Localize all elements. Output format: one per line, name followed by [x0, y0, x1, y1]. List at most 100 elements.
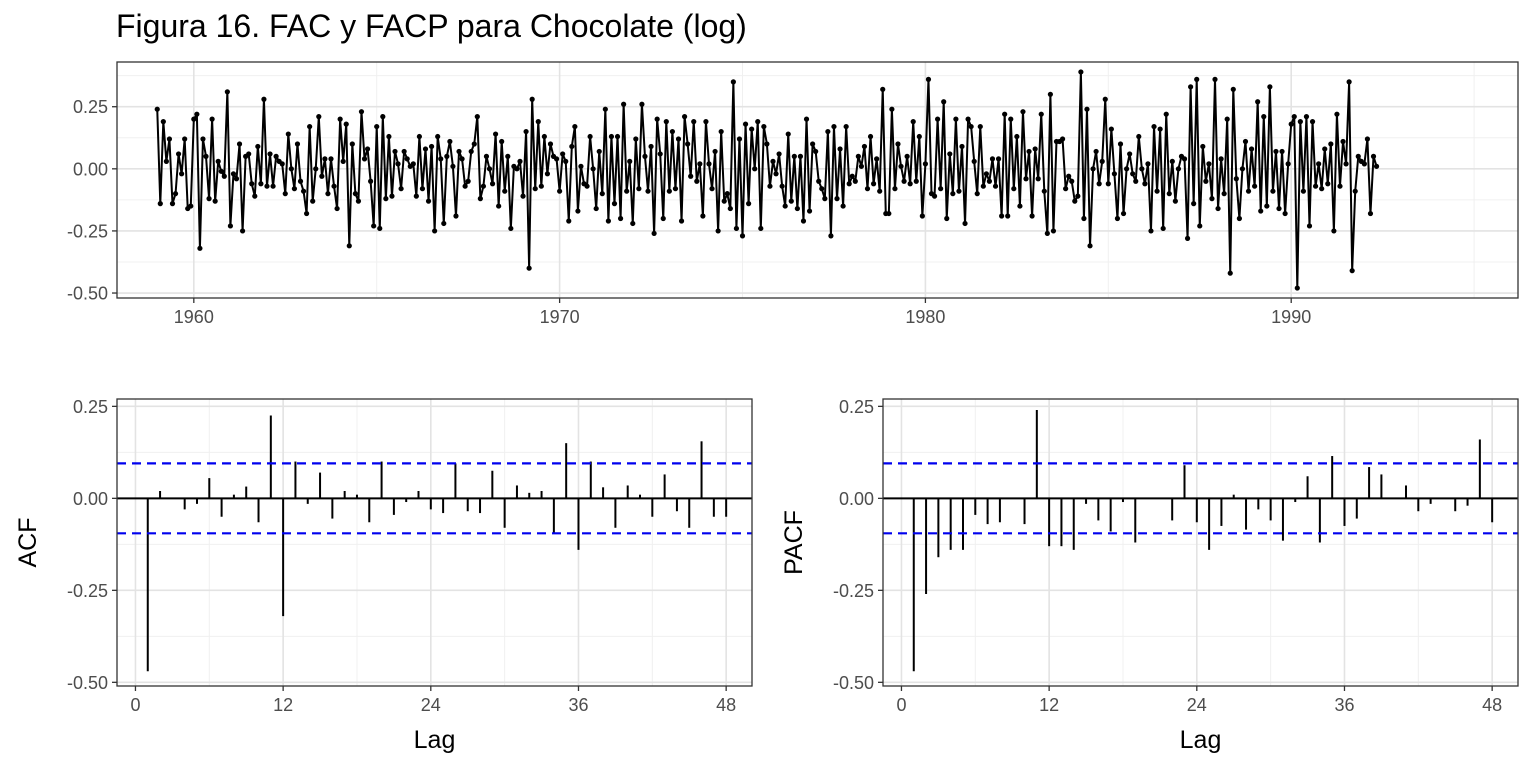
data-point [328, 156, 334, 162]
data-point [782, 203, 788, 209]
y-tick-label: -0.25 [67, 581, 108, 601]
data-point [733, 225, 740, 232]
data-point [1151, 123, 1157, 130]
data-point [410, 161, 416, 167]
data-point [599, 191, 605, 197]
data-point [1096, 181, 1102, 187]
data-point [1175, 166, 1182, 172]
data-point [514, 166, 520, 172]
data-point [566, 218, 572, 224]
data-point [203, 153, 209, 159]
data-point [1050, 228, 1057, 234]
data-point [1093, 148, 1099, 155]
data-point [163, 158, 169, 164]
data-point [1337, 183, 1343, 189]
data-point [1102, 96, 1108, 102]
data-point [166, 136, 173, 142]
data-point [563, 158, 569, 164]
data-point [1279, 148, 1285, 155]
data-point [502, 188, 508, 194]
data-point [200, 136, 206, 142]
data-point [989, 156, 996, 162]
data-point [1322, 146, 1328, 152]
data-point [267, 151, 273, 157]
data-point [425, 198, 432, 204]
data-point [160, 119, 166, 125]
data-point [1020, 109, 1026, 115]
data-point [828, 233, 834, 239]
data-point [767, 183, 773, 189]
data-point [346, 243, 352, 249]
data-point [215, 158, 221, 164]
data-point [1066, 173, 1072, 179]
data-point [700, 213, 706, 219]
x-tick-label: 24 [1187, 695, 1207, 715]
data-point [1075, 193, 1081, 199]
data-point [212, 198, 218, 204]
data-point [444, 153, 450, 159]
x-tick-label: 12 [1039, 695, 1059, 715]
data-point [1114, 215, 1121, 222]
data-point [810, 141, 816, 147]
data-point [1154, 188, 1160, 194]
data-point [419, 186, 426, 192]
data-point [532, 186, 538, 192]
data-point [368, 178, 374, 184]
data-point [477, 196, 483, 202]
data-point [224, 89, 230, 95]
data-point [959, 143, 965, 150]
data-point [236, 141, 243, 147]
data-point [404, 156, 410, 162]
data-point [1252, 183, 1258, 189]
data-point [380, 114, 386, 120]
data-point [785, 131, 791, 137]
data-point [432, 228, 438, 234]
data-point [944, 215, 950, 222]
data-point [776, 151, 782, 157]
data-point [413, 193, 419, 199]
data-point [1349, 268, 1355, 274]
data-point [1239, 166, 1246, 172]
data-point [831, 123, 837, 130]
data-point [1008, 116, 1014, 122]
x-tick-label: 36 [568, 695, 588, 715]
data-point [880, 86, 886, 92]
data-point [1188, 84, 1194, 90]
data-point [736, 136, 743, 142]
data-point [849, 173, 855, 179]
data-point [1288, 121, 1294, 127]
x-tick-label: 1990 [1271, 307, 1311, 327]
data-point [669, 128, 676, 135]
data-point [1127, 151, 1133, 157]
data-point [874, 156, 880, 162]
data-point [1200, 143, 1206, 150]
data-point [1331, 228, 1337, 234]
data-point [398, 186, 404, 192]
y-tick-label: -0.25 [67, 221, 108, 241]
panel-border [116, 61, 1519, 299]
data-point [1029, 213, 1035, 219]
data-point [800, 218, 807, 224]
data-point [1063, 186, 1069, 192]
data-point [724, 191, 730, 197]
y-tick-label: 0.25 [73, 97, 108, 117]
data-point [374, 123, 380, 130]
data-point [313, 166, 319, 172]
data-point [191, 116, 197, 122]
data-point [230, 171, 237, 177]
data-point [505, 153, 511, 159]
data-point [986, 178, 993, 184]
data-point [325, 191, 331, 197]
data-point [300, 188, 307, 194]
data-point [886, 210, 892, 217]
data-point [870, 181, 877, 187]
data-point [1133, 178, 1139, 184]
data-point [371, 223, 377, 229]
data-point [846, 181, 852, 187]
x-tick-label: 1980 [905, 307, 945, 327]
data-point [493, 131, 499, 137]
data-point [593, 205, 599, 212]
data-point [1303, 114, 1310, 120]
data-point [547, 141, 554, 147]
data-point [739, 233, 746, 239]
